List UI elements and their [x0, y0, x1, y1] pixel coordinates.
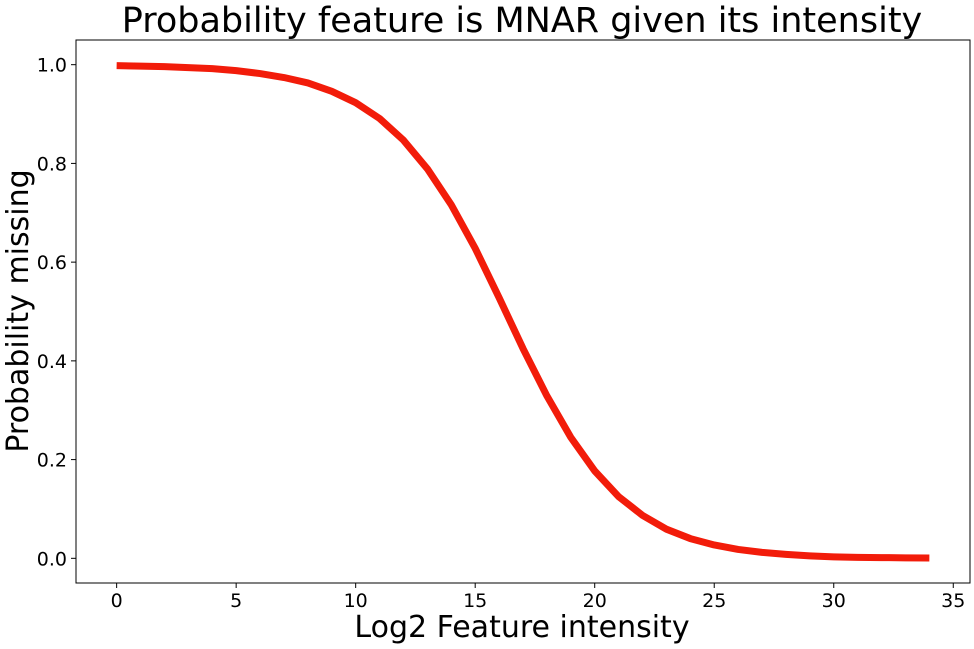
y-axis-label: Probability missing: [1, 169, 36, 452]
y-tick-label: 0.8: [37, 153, 67, 175]
x-tick-label: 5: [230, 590, 242, 612]
y-axis-ticks: 0.0 0.2 0.4 0.6 0.8 1.0: [37, 55, 76, 570]
y-tick-label: 0.0: [37, 548, 67, 570]
x-tick-label: 30: [822, 590, 846, 612]
plot-area: [75, 39, 971, 584]
x-tick-label: 0: [111, 590, 123, 612]
y-tick-label: 0.6: [37, 252, 67, 274]
series-line: [116, 62, 930, 562]
y-tick-label: 1.0: [37, 55, 67, 77]
y-tick-label: 0.4: [37, 351, 67, 373]
y-tick-label: 0.2: [37, 450, 67, 472]
plot-frame: [75, 39, 971, 584]
x-tick-label: 10: [344, 590, 368, 612]
x-tick-label: 35: [941, 590, 965, 612]
x-tick-label: 25: [702, 590, 726, 612]
x-tick-label: 15: [463, 590, 487, 612]
x-tick-label: 20: [583, 590, 607, 612]
x-axis-label: Log2 Feature intensity: [354, 610, 689, 645]
chart-title: Probability feature is MNAR given its in…: [122, 1, 923, 41]
x-axis-ticks: 0 5 10 15 20 25 30 35: [111, 583, 965, 612]
